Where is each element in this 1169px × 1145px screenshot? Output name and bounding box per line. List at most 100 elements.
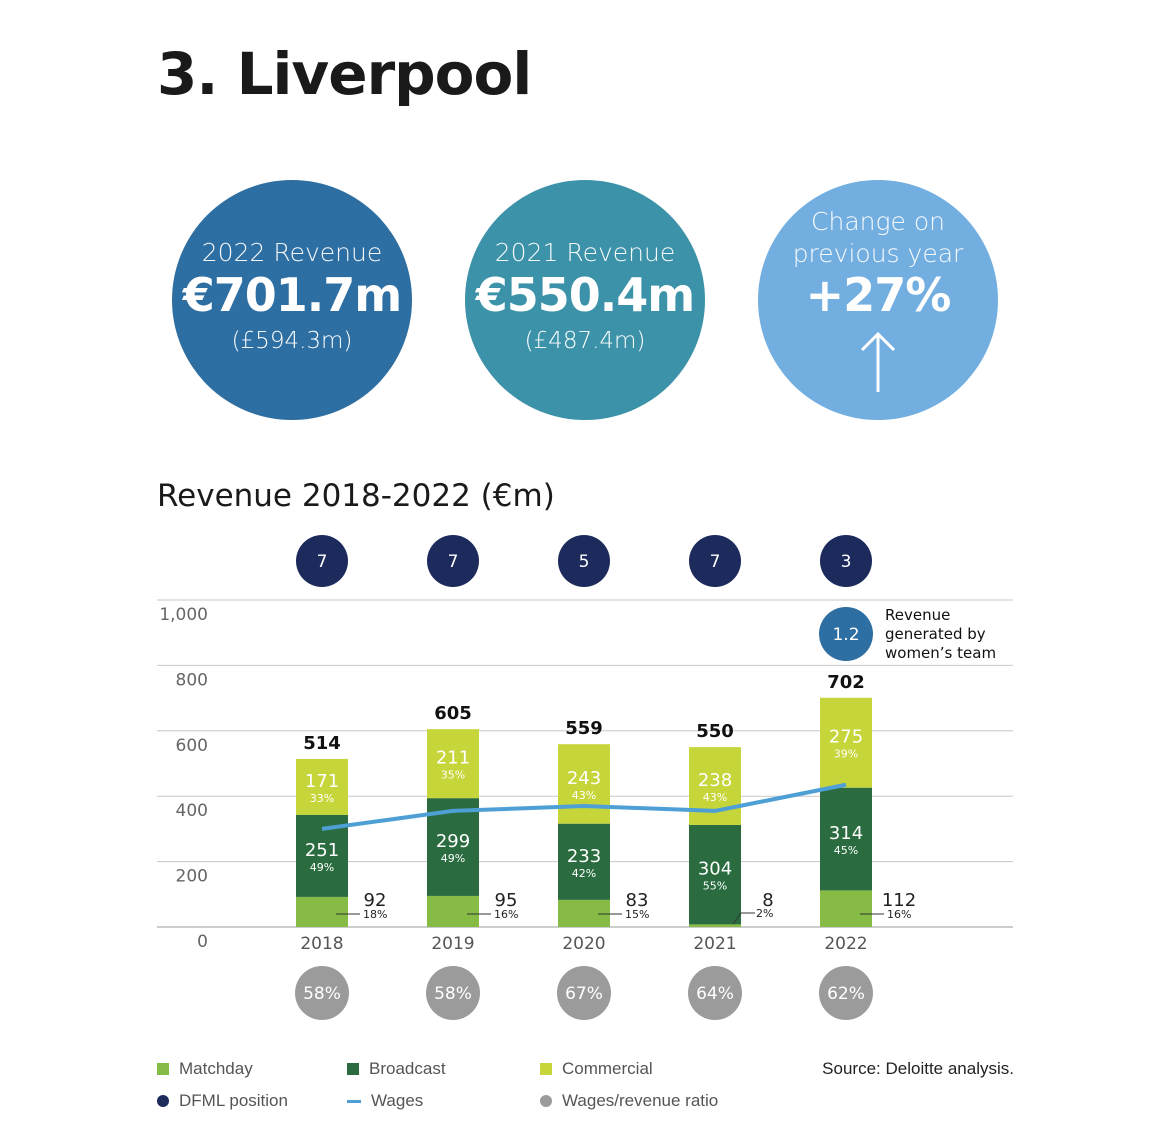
data-label-value: 211 bbox=[436, 748, 470, 769]
bar-commercial bbox=[820, 697, 872, 788]
legend-item-commercial: Commercial bbox=[540, 1059, 653, 1079]
legend-swatch bbox=[540, 1063, 552, 1075]
legend-item-matchday: Matchday bbox=[157, 1059, 253, 1079]
legend-item-wages-revenue-ratio: Wages/revenue ratio bbox=[540, 1091, 718, 1111]
revenue-2022-gbp: (£594.3m) bbox=[231, 328, 353, 354]
legend-label: DFML position bbox=[179, 1091, 288, 1110]
matchday-pct: 2% bbox=[756, 907, 773, 920]
bar-commercial bbox=[558, 744, 610, 824]
legend-item-dfml-position: DFML position bbox=[157, 1091, 288, 1111]
bar-commercial bbox=[427, 729, 479, 799]
wages-ratio-marker bbox=[295, 966, 349, 1020]
legend-label: Commercial bbox=[562, 1059, 653, 1078]
legend-label: Wages/revenue ratio bbox=[562, 1091, 719, 1110]
dfml-position-value: 3 bbox=[841, 552, 852, 572]
dfml-position-marker bbox=[689, 535, 741, 587]
matchday-value: 95 bbox=[495, 890, 518, 911]
wages-ratio-value: 67% bbox=[565, 984, 603, 1004]
dfml-position-marker bbox=[427, 535, 479, 587]
page-title: 3. Liverpool bbox=[157, 40, 532, 108]
source-note: Source: Deloitte analysis. bbox=[822, 1059, 1014, 1078]
wages-ratio-marker bbox=[426, 966, 480, 1020]
legend-item-wages: Wages bbox=[347, 1091, 423, 1111]
legend-label: Broadcast bbox=[369, 1059, 446, 1078]
legend-swatch bbox=[540, 1095, 552, 1107]
bar-broadcast bbox=[820, 787, 872, 891]
wages-ratio-value: 62% bbox=[827, 984, 865, 1004]
leader-line bbox=[732, 912, 742, 925]
womens-team-value: 1.2 bbox=[832, 625, 859, 645]
data-label-value: 171 bbox=[305, 771, 339, 792]
data-label-value: 251 bbox=[305, 840, 339, 861]
bar-total: 559 bbox=[565, 718, 603, 739]
chart-title: Revenue 2018-2022 (€m) bbox=[157, 478, 555, 514]
matchday-value: 83 bbox=[626, 890, 649, 911]
data-label-pct: 55% bbox=[703, 880, 727, 893]
bar-total: 550 bbox=[696, 721, 734, 742]
wages-ratio-value: 64% bbox=[696, 984, 734, 1004]
matchday-pct: 16% bbox=[494, 908, 518, 921]
legend-swatch bbox=[157, 1095, 169, 1107]
data-label-value: 304 bbox=[698, 859, 732, 880]
womens-team-label: Revenue bbox=[885, 606, 950, 624]
matchday-value: 8 bbox=[762, 890, 773, 911]
x-tick-label: 2020 bbox=[562, 934, 605, 954]
change-circle: Change on previous year +27% bbox=[758, 180, 998, 420]
wages-line bbox=[321, 782, 847, 831]
legend-label: Wages bbox=[371, 1091, 424, 1110]
y-tick-label: 0 bbox=[197, 932, 208, 952]
legend-label: Matchday bbox=[179, 1059, 253, 1078]
data-label-value: 275 bbox=[829, 727, 863, 748]
revenue-2022-circle: 2022 Revenue €701.7m (£594.3m) bbox=[172, 180, 412, 420]
legend-swatch bbox=[347, 1099, 361, 1103]
womens-team-marker bbox=[819, 607, 873, 661]
matchday-value: 112 bbox=[882, 890, 916, 911]
data-label-pct: 49% bbox=[310, 861, 334, 874]
matchday-pct: 16% bbox=[887, 908, 911, 921]
wages-ratio-value: 58% bbox=[303, 984, 341, 1004]
revenue-2021-label: 2021 Revenue bbox=[494, 238, 676, 267]
data-label-pct: 42% bbox=[572, 867, 596, 880]
dfml-position-marker bbox=[296, 535, 348, 587]
dfml-position-marker bbox=[820, 535, 872, 587]
revenue-2021-gbp: (£487.4m) bbox=[524, 328, 646, 354]
x-tick-label: 2021 bbox=[693, 934, 736, 954]
revenue-2021-value: €550.4m bbox=[475, 268, 695, 322]
data-label-value: 314 bbox=[829, 823, 863, 844]
bar-total: 702 bbox=[827, 672, 865, 693]
y-tick-label: 600 bbox=[176, 736, 208, 756]
dfml-position-value: 5 bbox=[579, 552, 590, 572]
wages-ratio-marker bbox=[688, 966, 742, 1020]
y-tick-label: 800 bbox=[176, 670, 208, 690]
x-tick-label: 2018 bbox=[300, 934, 343, 954]
y-tick-label: 400 bbox=[176, 801, 208, 821]
y-tick-label: 200 bbox=[176, 867, 208, 887]
change-value: +27% bbox=[805, 268, 952, 322]
matchday-pct: 15% bbox=[625, 908, 649, 921]
x-tick-label: 2022 bbox=[824, 934, 867, 954]
data-label-value: 238 bbox=[698, 770, 732, 791]
bar-total: 605 bbox=[434, 703, 472, 724]
y-tick-label: 1,000 bbox=[159, 605, 208, 625]
dfml-position-value: 7 bbox=[448, 552, 459, 572]
wages-ratio-marker bbox=[819, 966, 873, 1020]
wages-ratio-value: 58% bbox=[434, 984, 472, 1004]
revenue-2022-label: 2022 Revenue bbox=[201, 238, 383, 267]
data-label-pct: 39% bbox=[834, 748, 858, 761]
matchday-value: 92 bbox=[364, 890, 387, 911]
womens-team-label: generated by bbox=[885, 625, 986, 643]
bar-broadcast bbox=[689, 824, 741, 925]
womens-team-label: women’s team bbox=[885, 644, 996, 662]
data-label-value: 299 bbox=[436, 831, 470, 852]
data-label-value: 243 bbox=[567, 768, 601, 789]
data-label-pct: 43% bbox=[703, 791, 727, 804]
bar-matchday bbox=[296, 896, 348, 927]
dfml-position-value: 7 bbox=[317, 552, 328, 572]
data-label-value: 233 bbox=[567, 846, 601, 867]
data-label-pct: 49% bbox=[441, 852, 465, 865]
dfml-position-marker bbox=[558, 535, 610, 587]
matchday-pct: 18% bbox=[363, 908, 387, 921]
x-tick-label: 2019 bbox=[431, 934, 474, 954]
bar-matchday bbox=[558, 899, 610, 927]
